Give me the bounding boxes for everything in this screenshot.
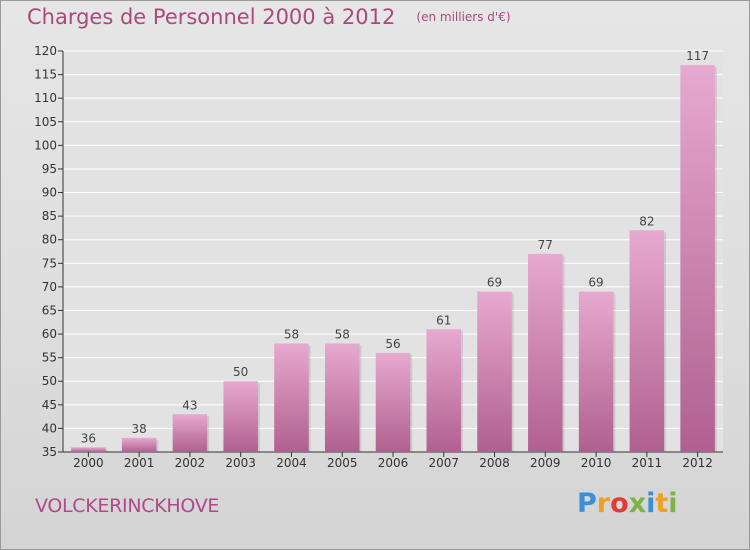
logo-letter: o [610,488,629,519]
place-name: VOLCKERINCKHOVE [35,495,220,517]
bar-2010 [578,291,614,452]
logo-letter: P [577,488,597,519]
y-tick-label: 105 [34,115,57,129]
bar-2001 [121,437,157,452]
logo-letter: t [655,488,669,519]
data-label: 77 [538,238,553,252]
x-tick-label: 2008 [479,456,510,470]
y-tick-label: 115 [34,68,57,82]
x-tick-label: 2010 [581,456,612,470]
bar-2009 [528,253,563,452]
y-tick-label: 110 [34,91,57,105]
x-tick-label: 2002 [175,456,206,470]
bar-2012 [680,65,715,452]
bar-2011 [629,230,665,452]
x-tick-label: 2012 [682,456,713,470]
data-label: 36 [81,431,96,445]
data-label: 38 [132,422,147,436]
chart-subtitle: (en milliers d'€) [416,10,511,24]
y-tick-label: 95 [42,162,57,176]
logo-letter: i [668,488,678,519]
data-label: 117 [686,49,709,63]
data-label: 43 [182,398,197,412]
bar-2003 [223,381,258,452]
y-tick-label: 45 [42,398,57,412]
x-tick-label: 2007 [428,456,459,470]
y-tick-label: 75 [42,256,57,270]
logo-letter: x [628,488,647,519]
y-tick-label: 50 [42,374,57,388]
bar-2006 [375,352,411,452]
data-label: 61 [436,313,451,327]
x-tick-label: 2001 [124,456,155,470]
bar-2007 [426,329,462,452]
bars [71,65,717,452]
x-tick-label: 2004 [276,456,307,470]
y-tick-label: 120 [34,44,57,58]
bar-2005 [324,343,360,452]
x-tick-label: 2003 [225,456,256,470]
bar-2004 [274,343,309,452]
bar-2000 [71,447,106,452]
y-tick-label: 40 [42,421,57,435]
chart-title: Charges de Personnel 2000 à 2012 [27,5,396,29]
data-label: 69 [588,276,603,290]
proxiti-logo: Proxiti [577,488,678,519]
y-tick-label: 70 [42,280,57,294]
x-tick-label: 2000 [73,456,104,470]
y-tick-label: 100 [34,138,57,152]
bar-2008 [477,291,512,452]
chart-title-group: Charges de Personnel 2000 à 2012 (en mil… [27,5,511,29]
data-label: 50 [233,365,248,379]
bar-2002 [172,414,208,452]
data-label: 69 [487,276,502,290]
data-labels: 36 38 43 50 58 58 56 61 69 77 69 82 117 [81,49,709,445]
data-label: 58 [284,327,299,341]
y-tick-label: 60 [42,327,57,341]
logo-letter: i [646,488,656,519]
x-tick-label: 2005 [327,456,358,470]
y-tick-label: 35 [42,445,57,459]
y-tick-label: 65 [42,303,57,317]
x-tick-label: 2006 [378,456,409,470]
data-label: 58 [335,327,350,341]
y-tick-label: 90 [42,186,57,200]
logo-letter: r [596,488,611,519]
y-tick-label: 55 [42,351,57,365]
x-tick-label: 2011 [632,456,663,470]
data-label: 82 [639,214,654,228]
y-tick-label: 85 [42,209,57,223]
x-tick-label: 2009 [530,456,561,470]
y-tick-label: 80 [42,233,57,247]
data-label: 56 [385,337,400,351]
